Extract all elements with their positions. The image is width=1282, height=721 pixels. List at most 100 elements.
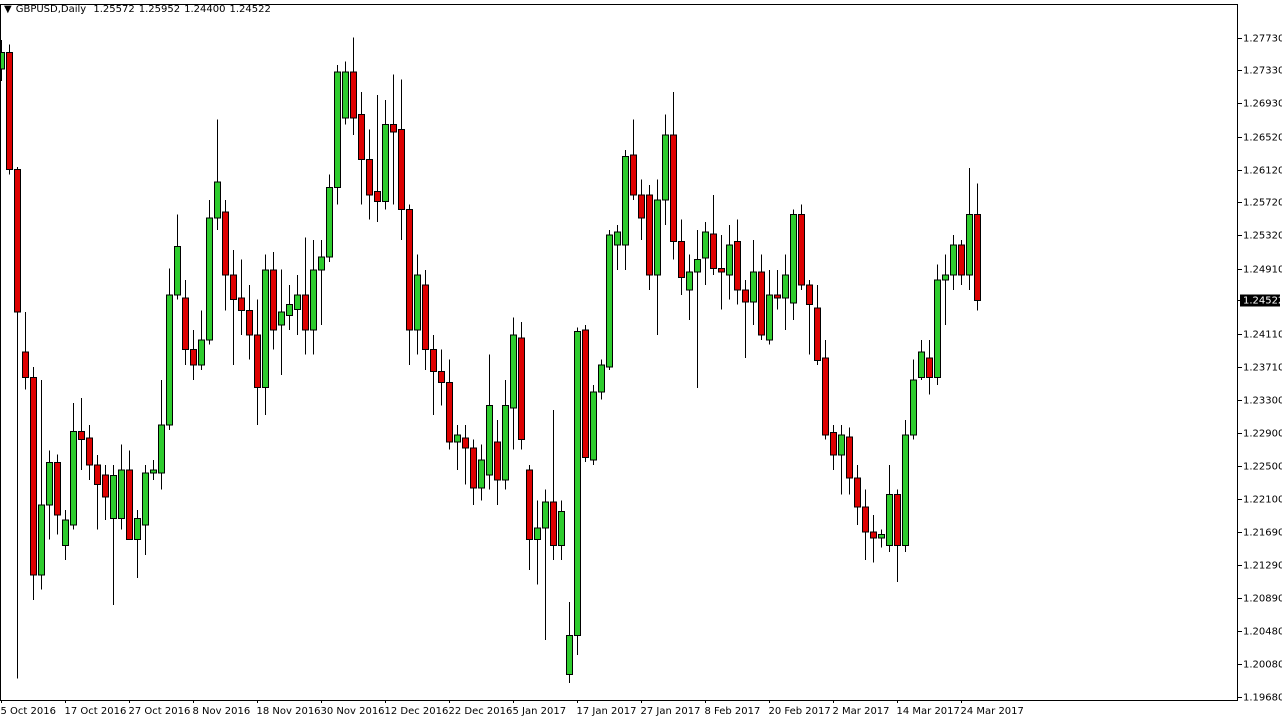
candle-body [758, 271, 765, 336]
candle-body [174, 245, 181, 296]
candle-body [262, 269, 269, 388]
y-tick-label: 1.21290 [1243, 561, 1282, 572]
candle-body [166, 294, 173, 426]
candle-body [942, 274, 949, 281]
current-price-box [1240, 294, 1280, 307]
candle-body [622, 155, 629, 246]
candle-body [294, 294, 301, 311]
candle-body [390, 124, 397, 133]
y-tick-label: 1.22500 [1243, 462, 1282, 473]
candle-body [382, 124, 389, 202]
candle-body [798, 214, 805, 286]
candle-body [846, 436, 853, 479]
candle-body [934, 279, 941, 378]
candle-body [430, 349, 437, 373]
candle-body [718, 268, 725, 273]
x-tick-label: 18 Nov 2016 [257, 706, 321, 717]
candle-body [190, 349, 197, 366]
candle-body [374, 191, 381, 202]
y-tick-label: 1.22100 [1243, 495, 1282, 506]
candle-body [214, 181, 221, 219]
candle-body [206, 217, 213, 341]
candle-body [198, 339, 205, 366]
y-tick-label: 1.26930 [1243, 99, 1282, 110]
candle-body [926, 357, 933, 378]
candle-body [270, 269, 277, 331]
candle-body [662, 134, 669, 201]
x-tick-label: 2 Mar 2017 [833, 706, 890, 717]
candle-body [46, 462, 53, 506]
candle-body [422, 284, 429, 351]
candle-body [142, 472, 149, 526]
x-tick-label: 27 Jan 2017 [641, 706, 701, 717]
candle-body [38, 504, 45, 576]
candle-body [150, 469, 157, 474]
candle-body [654, 199, 661, 276]
candle-body [854, 477, 861, 508]
candle-body [670, 134, 677, 243]
x-tick-label: 24 Mar 2017 [961, 706, 1024, 717]
candle-body [886, 494, 893, 546]
y-tick-label: 1.20080 [1243, 660, 1282, 671]
header-high: 1.25952 [138, 4, 181, 15]
candle-body [910, 379, 917, 436]
symbol: GBPUSD,Daily [15, 4, 87, 15]
candle-body [454, 434, 461, 443]
candle-body [502, 404, 509, 481]
y-tick-label: 1.25720 [1243, 198, 1282, 209]
candle-body [742, 289, 749, 303]
y-tick-label: 1.23710 [1243, 363, 1282, 374]
candle-body [686, 271, 693, 291]
candle-body [62, 519, 69, 546]
candle-body [702, 231, 709, 259]
candle-body [446, 381, 453, 443]
y-tick-label: 1.24910 [1243, 265, 1282, 276]
y-tick-label: 1.25320 [1243, 231, 1282, 242]
x-tick-label: 17 Jan 2017 [577, 706, 637, 717]
collapse-icon[interactable]: ▼ [4, 4, 12, 15]
x-tick-label: 5 Jan 2017 [513, 706, 567, 717]
candle-body [102, 474, 109, 498]
candle-body [510, 334, 517, 409]
candle-body [766, 294, 773, 341]
current-price-label: 1.24522 [1243, 295, 1282, 306]
candle-body [870, 531, 877, 539]
x-tick-label: 27 Oct 2016 [129, 706, 191, 717]
candle-body [550, 501, 557, 546]
candle-body [606, 234, 613, 368]
candle-body [222, 211, 229, 276]
candle-body [878, 534, 885, 539]
candle-body [470, 447, 477, 489]
header-close: 1.24522 [229, 4, 271, 15]
x-tick-label: 22 Dec 2016 [449, 706, 513, 717]
candle-body [414, 274, 421, 331]
candle-body [246, 309, 253, 336]
candle-body [598, 364, 605, 393]
candle-body [534, 527, 541, 541]
candle-body [638, 194, 645, 219]
candle-body [462, 437, 469, 449]
candle-body [542, 501, 549, 529]
candle-body [342, 71, 349, 119]
candle-body [974, 213, 981, 301]
candle-body [710, 233, 717, 270]
candle-body [326, 187, 333, 258]
y-tick-label: 1.26520 [1243, 133, 1282, 144]
candle-body [1, 51, 5, 70]
candle-body [782, 274, 789, 299]
candle-body [902, 434, 909, 546]
candle-body [518, 337, 525, 441]
y-tick-label: 1.27330 [1243, 66, 1282, 77]
candle-body [734, 241, 741, 291]
candle-body [726, 244, 733, 276]
candle-body [822, 357, 829, 436]
candle-body [254, 334, 261, 388]
candle-body [278, 311, 285, 326]
candle-body [694, 259, 701, 273]
candle-body [158, 424, 165, 474]
candle-body [646, 194, 653, 276]
y-tick-label: 1.26120 [1243, 166, 1282, 177]
candle-body [486, 404, 493, 476]
y-tick-label: 1.20480 [1243, 627, 1282, 638]
